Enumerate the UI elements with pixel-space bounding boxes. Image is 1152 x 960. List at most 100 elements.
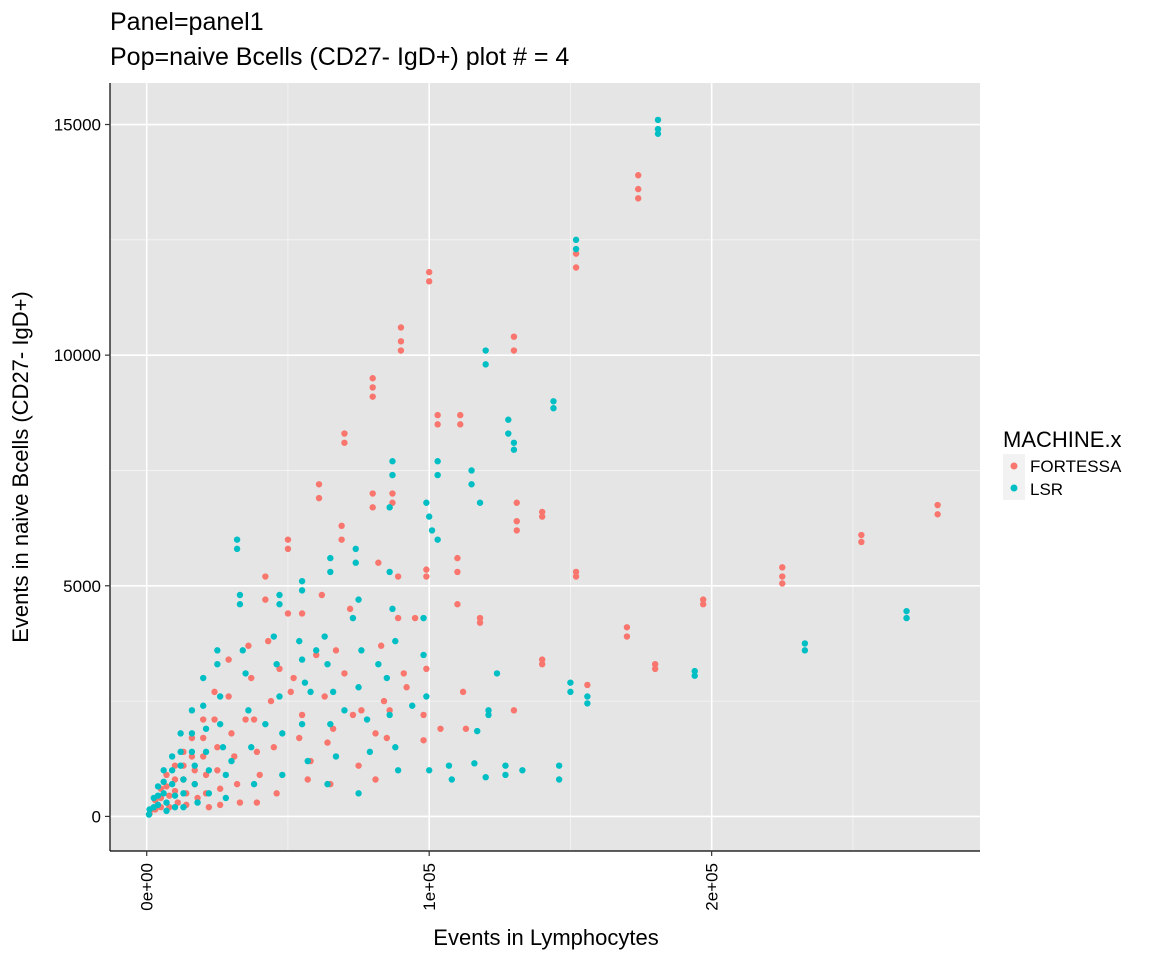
y-tick-label: 5000	[63, 577, 101, 596]
point-fortessa	[538, 508, 546, 516]
point-lsr	[352, 545, 359, 553]
point-fortessa	[369, 504, 376, 511]
point-fortessa	[934, 511, 941, 518]
point-fortessa	[287, 688, 294, 696]
point-lsr	[298, 720, 306, 728]
point-lsr	[233, 536, 241, 543]
point-lsr	[200, 702, 207, 709]
point-fortessa	[346, 605, 354, 613]
point-fortessa	[425, 278, 433, 285]
point-fortessa	[202, 771, 210, 779]
point-lsr	[163, 807, 170, 815]
point-lsr	[150, 794, 157, 802]
point-fortessa	[383, 734, 391, 742]
point-lsr	[409, 702, 416, 709]
point-fortessa	[400, 670, 407, 677]
point-fortessa	[572, 568, 580, 576]
y-tick-label: 10000	[54, 346, 101, 365]
point-fortessa	[338, 522, 345, 530]
point-lsr	[180, 790, 187, 797]
point-lsr	[550, 404, 557, 412]
point-fortessa	[369, 384, 376, 391]
point-lsr	[572, 236, 580, 244]
x-axis-title: Events in Lymphocytes	[433, 925, 658, 950]
point-fortessa	[225, 656, 232, 663]
point-fortessa	[171, 762, 179, 769]
point-lsr	[233, 545, 241, 553]
point-fortessa	[341, 430, 348, 437]
point-fortessa	[377, 642, 385, 649]
point-lsr	[307, 688, 314, 696]
x-tick-label: 1e+05	[420, 863, 439, 911]
point-fortessa	[214, 767, 221, 774]
point-lsr	[386, 711, 393, 719]
point-lsr	[245, 707, 252, 714]
x-tick-label: 0e+00	[138, 863, 157, 911]
point-lsr	[394, 767, 402, 774]
point-lsr	[425, 513, 433, 520]
point-fortessa	[651, 665, 659, 673]
point-fortessa	[194, 794, 201, 802]
point-lsr	[482, 347, 489, 354]
grid-lines	[110, 83, 980, 851]
point-lsr	[474, 727, 481, 735]
point-lsr	[216, 720, 224, 728]
point-fortessa	[358, 707, 365, 714]
plot-panel	[110, 83, 980, 851]
point-fortessa	[321, 693, 328, 700]
point-lsr	[801, 640, 809, 647]
point-fortessa	[191, 767, 198, 774]
point-lsr	[194, 799, 201, 806]
chart-title: Panel=panel1	[110, 8, 264, 36]
y-tick-label: 0	[92, 807, 101, 826]
point-lsr	[205, 790, 213, 797]
point-lsr	[434, 471, 441, 479]
point-lsr	[423, 499, 430, 506]
point-lsr	[341, 707, 348, 714]
point-fortessa	[538, 656, 546, 663]
point-fortessa	[231, 753, 238, 760]
point-lsr	[219, 744, 227, 751]
point-fortessa	[372, 776, 379, 783]
point-lsr	[448, 776, 455, 783]
point-lsr	[214, 647, 221, 654]
point-fortessa	[171, 787, 179, 795]
point-lsr	[510, 439, 518, 446]
point-fortessa	[538, 513, 546, 520]
point-fortessa	[304, 776, 311, 783]
point-lsr	[228, 757, 235, 765]
point-lsr	[222, 771, 230, 779]
axes: 0 5000 10000 15000 0e+00 1e+05 2e+05	[54, 83, 980, 911]
point-lsr	[468, 467, 475, 474]
point-fortessa	[211, 716, 218, 723]
point-fortessa	[242, 716, 249, 723]
point-fortessa	[369, 490, 376, 497]
point-fortessa	[397, 324, 405, 331]
point-fortessa	[318, 591, 326, 599]
point-lsr	[355, 596, 362, 603]
point-lsr	[567, 679, 574, 686]
point-lsr	[476, 499, 484, 506]
point-fortessa	[284, 610, 292, 617]
point-lsr	[214, 660, 221, 668]
point-lsr	[468, 481, 475, 488]
point-fortessa	[341, 670, 348, 677]
point-fortessa	[420, 711, 427, 719]
point-fortessa	[329, 725, 337, 732]
point-lsr	[510, 446, 518, 453]
point-fortessa	[355, 762, 362, 769]
point-lsr	[216, 693, 224, 700]
point-fortessa	[298, 711, 306, 719]
point-lsr	[903, 607, 910, 615]
point-lsr	[428, 527, 436, 534]
point-lsr	[168, 767, 176, 774]
point-lsr	[324, 780, 331, 788]
point-fortessa	[411, 614, 419, 622]
point-lsr	[279, 730, 286, 737]
point-lsr	[298, 587, 306, 594]
legend-title: MACHINE.x	[1003, 427, 1122, 452]
point-fortessa	[233, 780, 241, 788]
point-lsr	[502, 762, 509, 769]
point-fortessa	[380, 697, 388, 705]
